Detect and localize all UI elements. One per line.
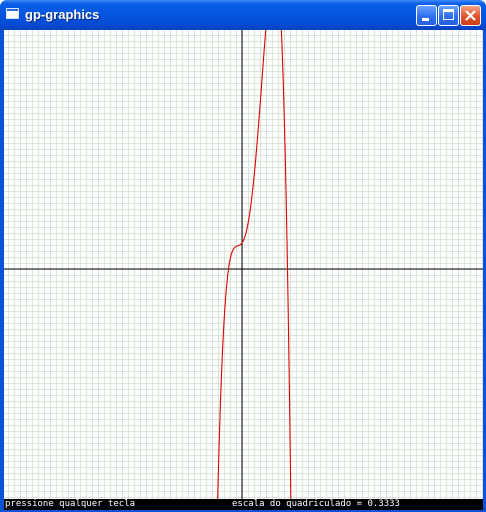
minimize-button[interactable]	[416, 5, 437, 26]
window-title: gp-graphics	[25, 7, 100, 22]
app-window-icon	[6, 8, 19, 19]
maximize-icon	[443, 9, 454, 20]
function-plot[interactable]	[4, 30, 483, 499]
grid-lines	[4, 30, 483, 499]
close-icon	[465, 10, 476, 21]
graphics-canvas-area[interactable]: pressione qualquer tecla escala do quadr…	[4, 30, 483, 510]
status-bar: pressione qualquer tecla escala do quadr…	[4, 499, 483, 510]
minimize-icon	[422, 18, 429, 21]
status-prompt: pressione qualquer tecla	[5, 499, 136, 509]
maximize-button[interactable]	[438, 5, 459, 26]
close-button[interactable]	[460, 5, 481, 26]
function-curve	[217, 30, 292, 499]
status-scale: escala do quadriculado = 0.3333	[232, 499, 400, 509]
title-bar[interactable]: gp-graphics	[0, 0, 486, 30]
